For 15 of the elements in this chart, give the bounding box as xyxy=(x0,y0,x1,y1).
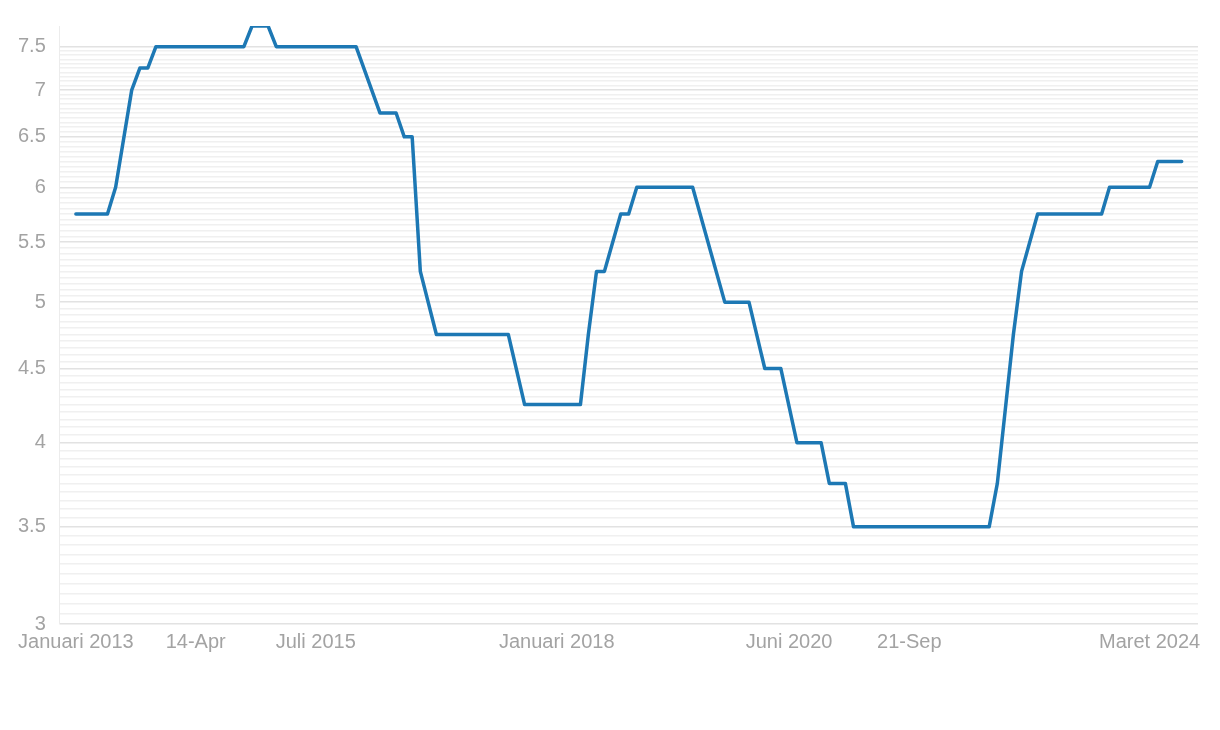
y-tick-label: 6.5 xyxy=(17,124,46,147)
x-tick-label: 14-Apr xyxy=(165,629,227,652)
y-tick-label: 6 xyxy=(34,174,46,197)
x-tick-label: Maret 2024 xyxy=(1098,629,1201,652)
y-tick-label: 7 xyxy=(34,77,46,100)
x-tick-label: 21-Sep xyxy=(877,629,942,652)
y-tick-label: 3.5 xyxy=(17,514,46,537)
x-tick-label: Juni 2020 xyxy=(745,629,833,652)
y-tick-label: 4 xyxy=(34,430,46,453)
x-tick-label: Januari 2018 xyxy=(498,629,615,652)
x-tick-label: Juli 2015 xyxy=(275,629,356,652)
y-tick-label: 7.5 xyxy=(17,34,46,57)
y-tick-label: 5.5 xyxy=(17,229,46,252)
y-tick-label: 5 xyxy=(34,289,46,312)
y-tick-label: 4.5 xyxy=(17,356,46,379)
